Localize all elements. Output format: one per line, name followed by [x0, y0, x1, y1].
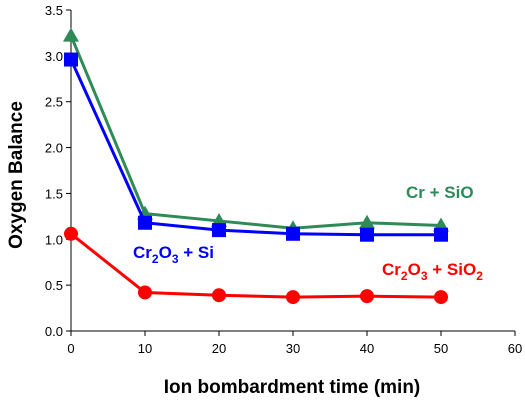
data-point	[360, 289, 374, 304]
data-point	[434, 290, 448, 305]
data-point	[360, 227, 374, 242]
y-tick-label: 1.5	[45, 186, 63, 201]
data-point	[138, 285, 152, 300]
y-tick-label: 1.0	[45, 232, 63, 247]
x-tick-label: 0	[67, 341, 74, 356]
x-axis-title: Ion bombardment time (min)	[164, 377, 421, 398]
annotation-cr2o3-si: Cr2O3 + Si	[133, 243, 214, 266]
x-tick-label: 20	[212, 341, 226, 356]
data-point	[359, 214, 375, 229]
series-line	[70, 232, 442, 299]
series-layer	[63, 27, 449, 305]
data-point	[286, 226, 300, 241]
x-tick-label: 30	[286, 341, 300, 356]
y-tick-label: 2.5	[45, 95, 63, 110]
y-tick-label: 2.0	[45, 141, 63, 156]
y-tick-label: 3.5	[45, 3, 63, 18]
x-tick-label: 40	[360, 341, 374, 356]
x-tick-label: 60	[508, 341, 522, 356]
series-line	[69, 58, 441, 237]
series-square	[64, 52, 448, 242]
y-axis-ticks: 0.0 0.5 1.0 1.5 2.0 2.5 3.0 3.5	[45, 3, 71, 339]
y-tick-label: 0.0	[45, 324, 63, 339]
annotation-cr-sio: Cr + SiO	[406, 183, 474, 202]
data-point	[434, 227, 448, 242]
y-axis-title: Oxygen Balance	[6, 101, 27, 249]
data-point	[212, 223, 226, 238]
y-tick-label: 3.0	[45, 49, 63, 64]
series-triangle	[63, 27, 449, 235]
series-line	[69, 35, 442, 230]
x-axis-ticks: 0 10 20 30 40 50 60	[67, 331, 522, 356]
data-point	[64, 226, 78, 241]
axes	[70, 10, 515, 332]
x-tick-label: 50	[434, 341, 448, 356]
data-point	[286, 290, 300, 305]
data-point	[64, 52, 78, 67]
series-circle	[64, 226, 448, 305]
annotation-cr2o3-sio2: Cr2O3 + SiO2	[382, 260, 483, 283]
data-point	[63, 27, 79, 42]
x-tick-label: 10	[138, 341, 152, 356]
data-point	[138, 215, 152, 230]
data-point	[212, 288, 226, 303]
y-tick-label: 0.5	[45, 278, 63, 293]
